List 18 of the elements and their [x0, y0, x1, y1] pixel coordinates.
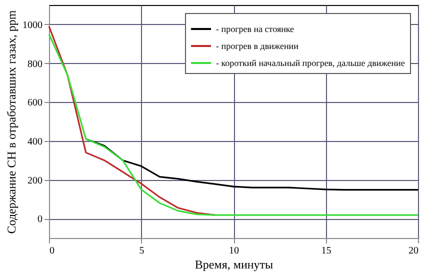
- legend-label: - прогрев в движении: [216, 41, 299, 51]
- x-axis-title: Время, минуты: [194, 258, 274, 272]
- line-series: [48, 26, 216, 216]
- legend-label: - короткий начальный прогрев, дальше движение: [216, 58, 405, 68]
- y-tick-label: 1000: [22, 20, 42, 31]
- x-tick-label: 15: [321, 246, 332, 256]
- x-tick-label: 5: [139, 246, 144, 256]
- y-tick-label: 200: [28, 175, 42, 186]
- y-tick-label: 0: [38, 214, 42, 226]
- y-tick-label: 800: [28, 58, 42, 70]
- x-tick-label: 10: [229, 246, 239, 256]
- y-tick-label: 400: [28, 136, 42, 148]
- legend-label: - прогрев на стоянке: [216, 24, 294, 34]
- y-axis-title: Содержание СН в отработавших газах, ppm: [4, 10, 18, 234]
- x-tick-label: 20: [408, 246, 418, 256]
- x-tick-label: 0: [50, 246, 54, 256]
- line-series: [48, 33, 419, 216]
- y-tick-label: 600: [28, 98, 42, 109]
